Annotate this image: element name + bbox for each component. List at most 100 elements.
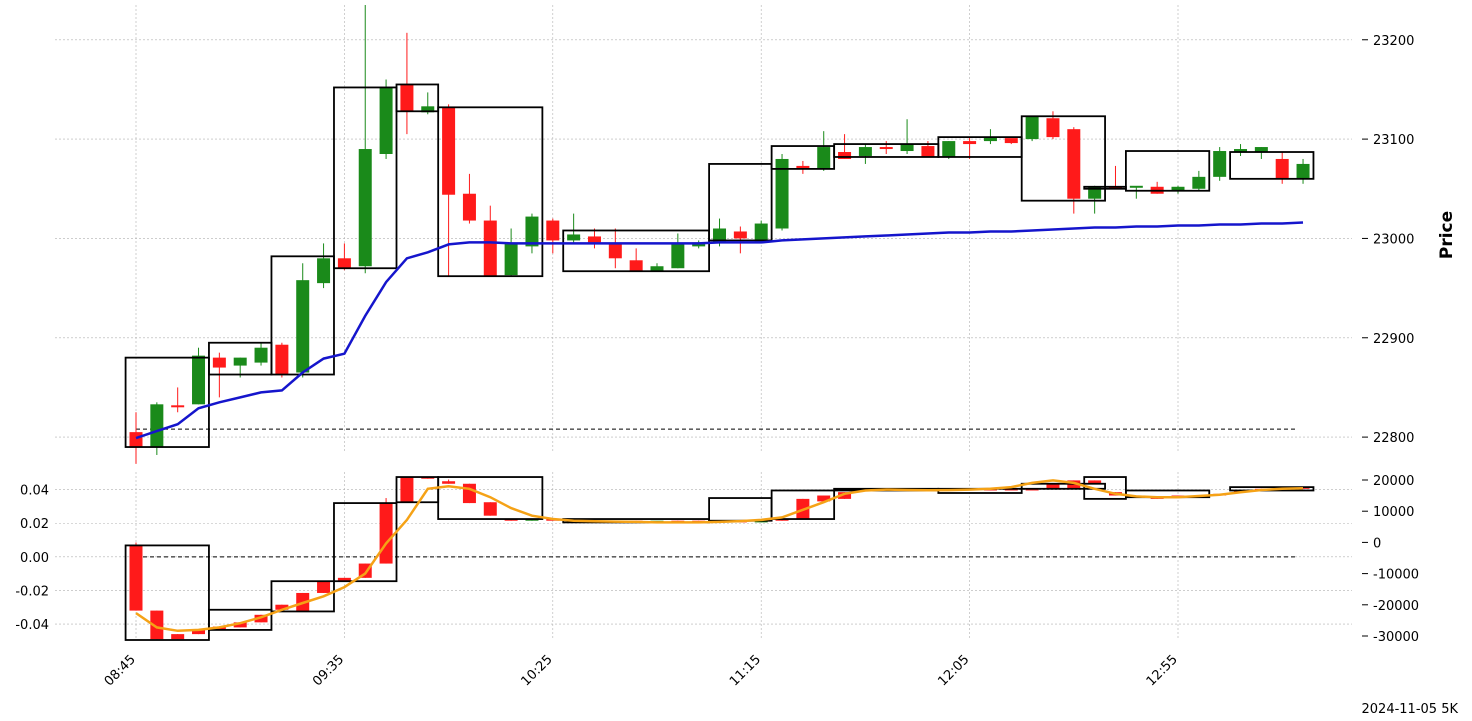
candle-body — [838, 152, 852, 159]
osc-left-tick-label: -0.04 — [15, 618, 49, 633]
candle-body — [1046, 118, 1060, 138]
candle-body — [483, 502, 497, 516]
candle-body — [337, 258, 351, 269]
candle-body — [879, 147, 893, 150]
x-tick-label: 08:45 — [102, 652, 139, 689]
candle-body — [754, 223, 768, 242]
candle-body — [400, 477, 414, 503]
candle-body — [650, 266, 664, 272]
candle-body — [900, 144, 914, 152]
candle-body — [1088, 480, 1102, 484]
candle-body — [317, 258, 331, 284]
range-box — [1125, 150, 1211, 192]
candle-body — [462, 193, 476, 221]
osc-right-tick-label: -10000 — [1373, 568, 1419, 583]
candle-body — [525, 216, 539, 247]
candle-body — [317, 581, 331, 593]
candle-body — [483, 220, 497, 277]
candle-body — [921, 146, 935, 157]
candle-body — [150, 610, 164, 640]
candle-body — [233, 357, 247, 366]
candle-body — [275, 344, 289, 375]
range-box — [562, 229, 710, 273]
candle-body — [942, 141, 956, 157]
candle-body — [1129, 185, 1143, 188]
x-tick-label: 10:25 — [519, 652, 556, 689]
range-box — [1020, 482, 1106, 490]
candle-body — [1296, 163, 1310, 179]
candle-body — [400, 84, 414, 112]
candle-body — [817, 147, 831, 169]
candle-body — [1275, 158, 1289, 179]
candle-body — [337, 577, 351, 582]
price-tick-label: 22800 — [1373, 431, 1414, 446]
candle-body — [129, 432, 143, 448]
price-panel — [124, 5, 1315, 464]
candle-body — [192, 629, 206, 635]
candle-body — [171, 634, 185, 640]
osc-left-tick-label: 0.00 — [20, 551, 49, 566]
range-box — [1229, 151, 1315, 180]
candle-body — [296, 280, 310, 373]
candle-body — [1213, 151, 1227, 177]
candle-body — [629, 260, 643, 272]
candle-body — [983, 137, 997, 142]
price-tick-label: 22900 — [1373, 332, 1414, 347]
x-tick-label: 09:35 — [310, 652, 347, 689]
range-box — [270, 255, 335, 376]
candle-body — [587, 236, 601, 243]
candle-body — [212, 357, 226, 368]
footer-date-label: 2024-11-05 5K — [1361, 702, 1458, 717]
price-tick-label: 23100 — [1373, 133, 1414, 148]
candle-body — [421, 106, 435, 113]
candle-body — [442, 481, 456, 484]
candle-body — [858, 147, 872, 156]
range-box — [708, 163, 773, 242]
candle-body — [1067, 129, 1081, 199]
candle-body — [1192, 176, 1206, 189]
candle-body — [1088, 186, 1102, 199]
osc-right-tick-label: -20000 — [1373, 599, 1419, 614]
candle-body — [1254, 147, 1268, 153]
candle-body — [775, 158, 789, 229]
oscillator-panel — [124, 476, 1315, 641]
candle-body — [254, 347, 268, 363]
range-box — [437, 476, 544, 520]
candle-body — [1234, 149, 1248, 153]
candle-body — [546, 220, 560, 241]
x-tick-label: 11:15 — [727, 652, 764, 689]
candle-body — [192, 355, 206, 405]
candle-body — [608, 243, 622, 259]
range-box — [437, 106, 544, 278]
candle-body — [171, 405, 185, 408]
axes: 08:45 09:35 10:25 11:15 12:05 12:55 22800 22900… — [15, 34, 1419, 690]
candle-body — [1046, 483, 1060, 489]
range-box — [333, 502, 398, 583]
grid-lines — [55, 5, 1352, 640]
price-tick-label: 23000 — [1373, 232, 1414, 247]
candle-body — [963, 141, 977, 145]
candle-body — [1004, 138, 1018, 144]
price-axis-label: Price — [1437, 211, 1457, 259]
candle-body — [1108, 186, 1122, 189]
x-tick-label: 12:55 — [1144, 652, 1181, 689]
osc-right-tick-label: 0 — [1373, 536, 1381, 551]
candle-body — [671, 243, 685, 269]
osc-left-tick-label: 0.02 — [20, 517, 49, 532]
osc-left-tick-label: -0.02 — [15, 584, 49, 599]
candle-body — [358, 149, 372, 267]
candle-body — [275, 604, 289, 610]
range-box — [208, 608, 273, 631]
candle-body — [838, 492, 852, 499]
candle-body — [462, 483, 476, 504]
osc-left-tick-label: 0.04 — [20, 484, 49, 499]
candle-body — [733, 231, 747, 239]
osc-right-tick-label: 20000 — [1373, 474, 1414, 489]
candle-body — [129, 545, 143, 611]
range-box — [1083, 476, 1127, 500]
range-box — [124, 544, 210, 641]
candle-body — [504, 243, 518, 276]
range-box — [395, 83, 440, 113]
price-tick-label: 23200 — [1373, 34, 1414, 49]
candle-body — [567, 234, 581, 241]
